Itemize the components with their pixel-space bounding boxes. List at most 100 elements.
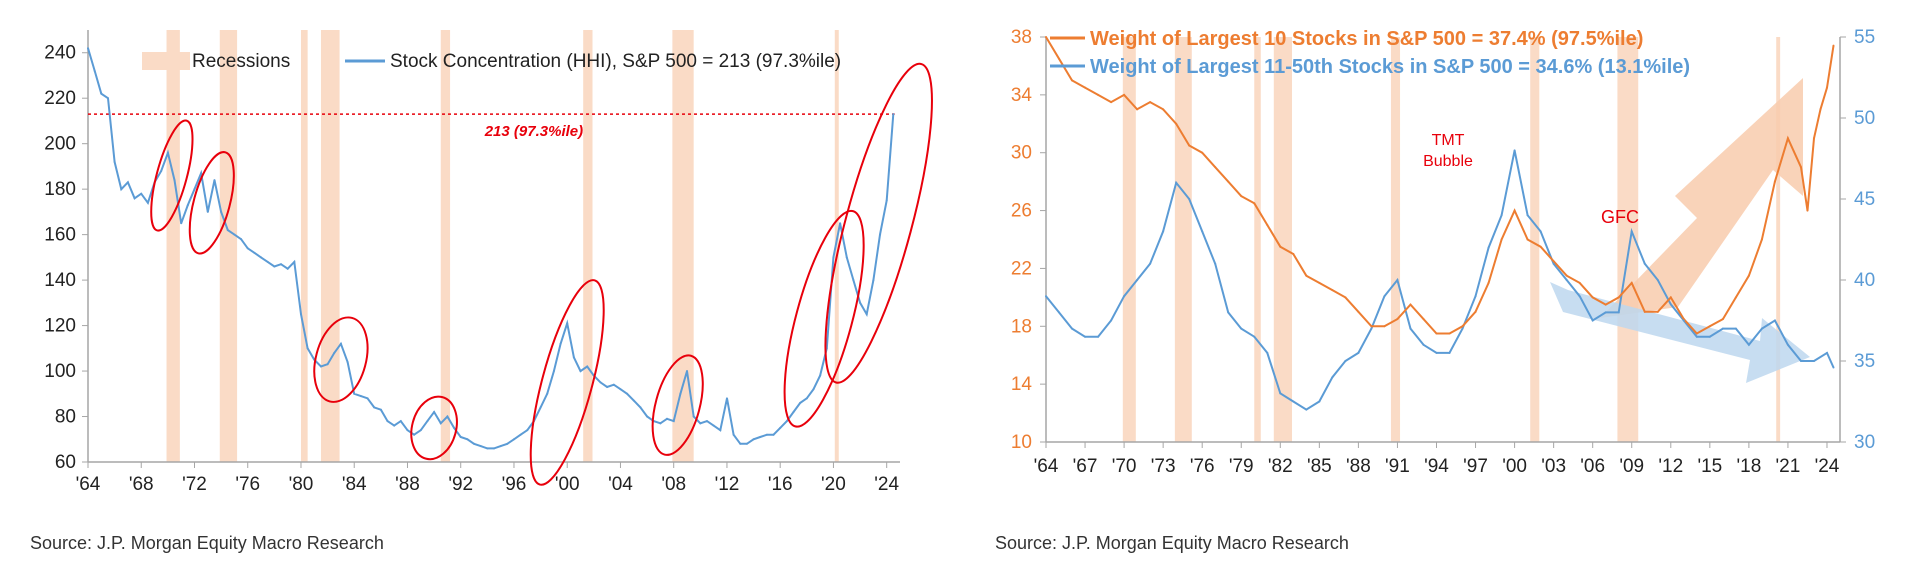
data-point-next40 (1832, 366, 1835, 369)
data-point-top10 (1747, 274, 1750, 277)
data-point-next40 (1526, 214, 1529, 217)
data-point-top10 (1578, 281, 1581, 284)
data-point (126, 181, 129, 184)
highlight-circle (188, 151, 235, 255)
data-point-next40 (1747, 343, 1750, 346)
legend-recession-swatch (142, 52, 190, 70)
data-point-next40 (1630, 230, 1633, 233)
data-point (732, 433, 735, 436)
data-point-next40 (1318, 400, 1321, 403)
legend-top10-label: Weight of Largest 10 Stocks in S&P 500 =… (1090, 28, 1643, 50)
y-right-tick-label: 40 (1854, 270, 1875, 291)
x-tick-label: '00 (1502, 456, 1527, 477)
highlight-circles (150, 62, 933, 486)
data-point (240, 238, 243, 241)
data-point-next40 (1565, 279, 1568, 281)
data-point-top10 (1058, 57, 1061, 60)
data-point (859, 301, 862, 304)
highlight-circle (313, 316, 369, 403)
data-point (260, 256, 263, 259)
data-point (539, 406, 542, 409)
data-point (246, 247, 249, 250)
highlight-circle (410, 395, 458, 461)
data-point-next40 (1409, 327, 1412, 330)
data-point (559, 342, 562, 345)
data-point (486, 447, 489, 450)
data-point (606, 385, 609, 388)
recession-band (1122, 37, 1136, 442)
data-point (206, 210, 209, 213)
data-point-top10 (1396, 318, 1399, 321)
data-point-next40 (1305, 408, 1308, 411)
y-tick-labels: 60 80 100 120 140 160 180 200 220 240 (44, 43, 88, 473)
data-point-next40 (1383, 295, 1386, 298)
data-point-top10 (1461, 325, 1464, 328)
data-point (346, 360, 349, 363)
data-point (819, 374, 822, 377)
data-point-top10 (1734, 296, 1737, 299)
data-point (612, 383, 615, 386)
data-point-top10 (1799, 166, 1802, 169)
data-point-next40 (1500, 214, 1503, 217)
data-point-top10 (1552, 260, 1555, 263)
x-tick-label: '94 (1424, 456, 1449, 477)
x-tick-label: '67 (1073, 456, 1098, 477)
data-point (100, 92, 103, 95)
data-point (865, 313, 868, 316)
data-point-next40 (1071, 327, 1074, 330)
data-point-top10 (1604, 303, 1607, 306)
data-point-top10 (1773, 180, 1776, 183)
data-point-next40 (1721, 327, 1724, 330)
data-point-top10 (1110, 101, 1113, 104)
recession-band (1776, 37, 1781, 442)
y-right-tick-label: 45 (1854, 189, 1875, 210)
data-point (639, 406, 642, 409)
y-left-tick-label: 18 (1011, 316, 1032, 337)
data-point (892, 113, 895, 116)
data-point-next40 (1591, 319, 1594, 322)
data-point (792, 410, 795, 413)
data-point (406, 429, 409, 432)
data-point-next40 (1214, 262, 1217, 265)
data-point (572, 356, 575, 359)
data-point-top10 (1760, 238, 1763, 241)
data-point-top10 (1188, 144, 1191, 147)
y-left-tick-label: 38 (1011, 27, 1032, 48)
y-tick-label: 140 (44, 270, 76, 291)
x-tick-label: '08 (661, 474, 686, 495)
x-tick-label: '12 (1658, 456, 1683, 477)
legend: Weight of Largest 10 Stocks in S&P 500 =… (1050, 28, 1690, 78)
recession-band (300, 30, 308, 462)
data-point (453, 426, 456, 429)
data-point (339, 342, 342, 345)
source-note: Source: J.P. Morgan Equity Macro Researc… (30, 533, 384, 553)
data-point-next40 (1084, 335, 1087, 338)
data-point-top10 (1630, 281, 1633, 284)
data-point-top10 (1266, 224, 1269, 227)
data-point-top10 (1806, 209, 1809, 212)
data-point-next40 (1682, 319, 1685, 322)
data-point-next40 (1643, 262, 1646, 265)
data-point-next40 (1513, 149, 1516, 152)
y-tick-label: 100 (44, 361, 76, 382)
data-point-next40 (1162, 230, 1165, 233)
data-point (333, 351, 336, 354)
x-tick-label: '24 (874, 474, 899, 495)
data-point-next40 (1734, 327, 1737, 330)
recession-band (1617, 37, 1639, 442)
data-point-top10 (1721, 318, 1724, 321)
data-point (180, 222, 183, 225)
data-point-top10 (1084, 86, 1087, 89)
x-tick-label: '97 (1463, 456, 1488, 477)
data-point-top10 (1071, 79, 1074, 82)
data-point-next40 (1448, 351, 1451, 354)
data-point (166, 151, 169, 154)
data-point (552, 370, 555, 373)
y-tick-label: 240 (44, 43, 76, 64)
x-tick-label: '91 (1385, 456, 1410, 477)
data-point-top10 (1435, 332, 1438, 335)
data-point-next40 (1188, 198, 1191, 200)
data-point-top10 (1643, 310, 1646, 313)
trend-arrow-down (1550, 282, 1810, 383)
data-point-next40 (1136, 279, 1139, 281)
